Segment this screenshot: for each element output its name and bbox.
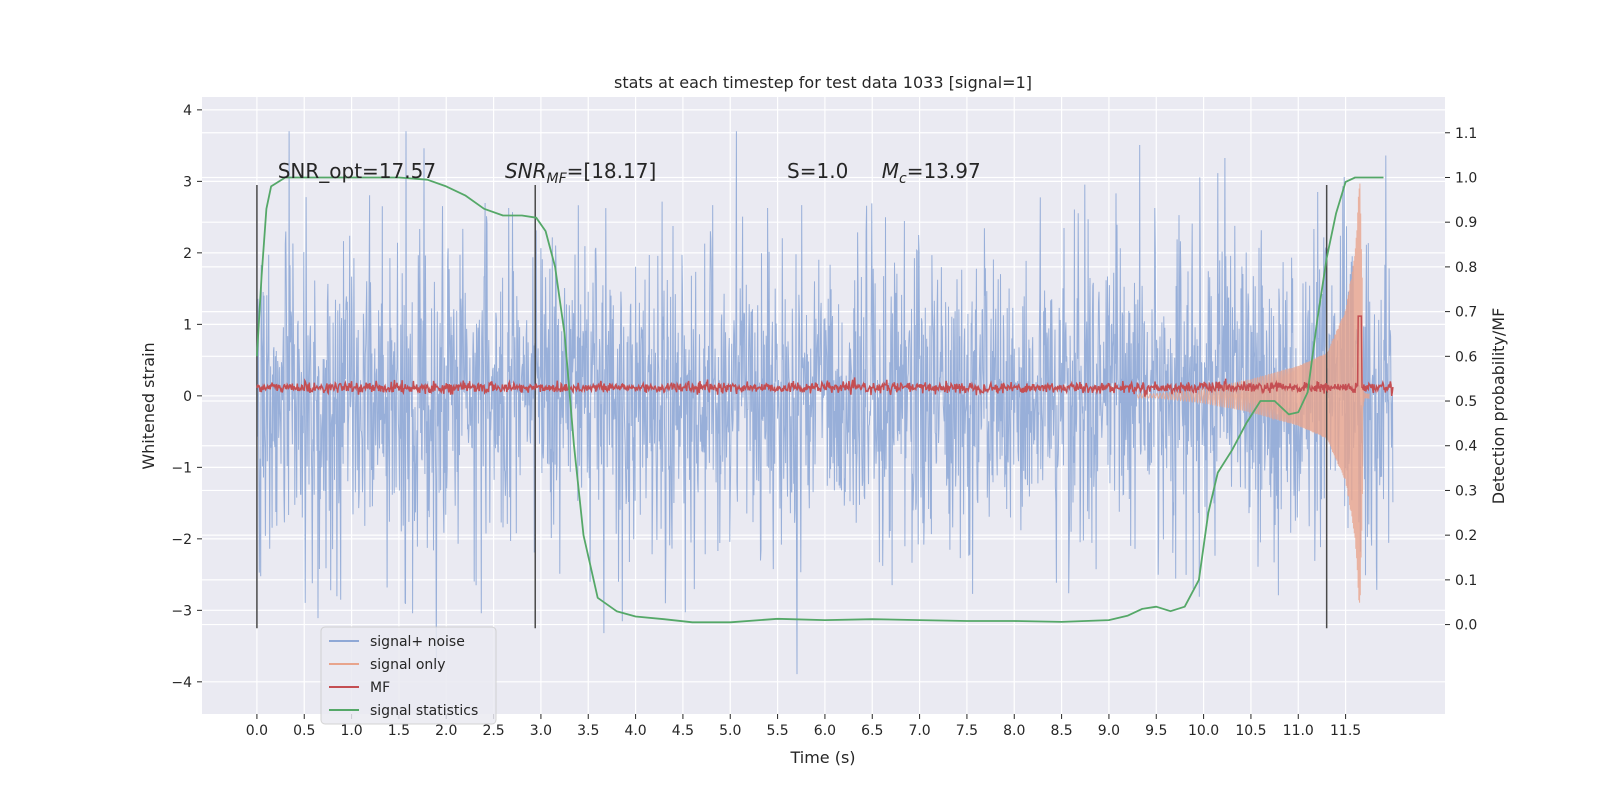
x-tick-label: 3.5 <box>577 723 599 739</box>
legend-label-signal-only: signal only <box>370 657 445 673</box>
y-tick-label: 4 <box>183 103 192 119</box>
x-tick-label: 10.5 <box>1235 723 1266 739</box>
x-tick-label: 2.0 <box>435 723 457 739</box>
legend: signal+ noise signal only MF signal stat… <box>320 626 497 725</box>
y2-tick-label: 0.6 <box>1455 349 1477 365</box>
x-tick-label: 7.0 <box>908 723 930 739</box>
y-tick-label: 3 <box>183 174 192 190</box>
x-tick-label: 5.0 <box>719 723 741 739</box>
x-tick-label: 4.5 <box>672 723 694 739</box>
x-tick-label: 5.5 <box>766 723 788 739</box>
tick-labels: 0.0 0.5 1.0 1.5 2.0 2.5 3.0 3.5 4.0 4.5 5.0 5.5 6.0 6… <box>171 103 1477 739</box>
y2-tick-label: 0.8 <box>1455 260 1477 276</box>
series-signal-only <box>1136 183 1370 603</box>
x-tick-label: 2.5 <box>482 723 504 739</box>
x-tick-label: 1.5 <box>388 723 410 739</box>
x-tick-label: 8.5 <box>1050 723 1072 739</box>
x-axis-label: Time (s) <box>789 748 855 767</box>
annotation-2: S=1.0 <box>787 159 848 183</box>
x-tick-label: 1.0 <box>340 723 362 739</box>
y-axis-label: Whitened strain <box>139 342 158 469</box>
legend-box <box>320 626 497 725</box>
x-tick-label: 4.0 <box>624 723 646 739</box>
x-tick-label: 10.0 <box>1188 723 1219 739</box>
y-tick-label: 1 <box>183 317 192 333</box>
x-tick-label: 0.5 <box>293 723 315 739</box>
y2-tick-label: 0.0 <box>1455 618 1477 634</box>
chart-title: stats at each timestep for test data 103… <box>614 73 1032 92</box>
signal-only-trace <box>1136 183 1370 603</box>
x-tick-label: 0.0 <box>246 723 268 739</box>
y2-tick-label: 1.0 <box>1455 170 1477 186</box>
y2-tick-label: 0.5 <box>1455 394 1477 410</box>
y-tick-label: −3 <box>171 603 192 619</box>
y-tick-label: −1 <box>171 460 192 476</box>
legend-label-signal-statistics: signal statistics <box>370 703 478 719</box>
annotations: SNR_opt=17.57 SNRMF=[18.17] S=1.0 Mc=13.97 <box>278 159 981 187</box>
y2-tick-label: 0.4 <box>1455 439 1477 455</box>
y-tick-label: 0 <box>183 389 192 405</box>
x-tick-label: 8.0 <box>1003 723 1025 739</box>
y2-tick-label: 0.9 <box>1455 215 1477 231</box>
annotation-0: SNR_opt=17.57 <box>278 159 436 183</box>
series-signal-statistics <box>256 176 1384 624</box>
signal-statistics-trace <box>256 176 1384 624</box>
x-tick-label: 11.5 <box>1330 723 1361 739</box>
y-tick-label: 2 <box>183 246 192 262</box>
x-tick-label: 6.0 <box>814 723 836 739</box>
y2-tick-label: 0.2 <box>1455 528 1477 544</box>
x-tick-label: 9.0 <box>1098 723 1120 739</box>
series-mf <box>256 315 1394 397</box>
y2-tick-label: 1.1 <box>1455 126 1477 142</box>
y2-tick-label: 0.1 <box>1455 573 1477 589</box>
legend-label-mf: MF <box>370 680 390 696</box>
annotation-3: Mc=13.97 <box>882 159 981 187</box>
x-tick-label: 9.5 <box>1145 723 1167 739</box>
x-tick-label: 3.0 <box>530 723 552 739</box>
y2-tick-label: 0.3 <box>1455 483 1477 499</box>
x-tick-label: 7.5 <box>956 723 978 739</box>
x-tick-label: 6.5 <box>861 723 883 739</box>
y2-axis-label: Detection probability/MF <box>1489 308 1508 505</box>
y-tick-label: −4 <box>171 675 192 691</box>
mf-trace <box>256 315 1394 397</box>
y2-tick-label: 0.7 <box>1455 305 1477 321</box>
legend-label-signal-noise: signal+ noise <box>370 634 465 650</box>
x-tick-label: 11.0 <box>1283 723 1314 739</box>
annotation-1: SNRMF=[18.17] <box>505 159 656 187</box>
y-tick-label: −2 <box>171 532 192 548</box>
